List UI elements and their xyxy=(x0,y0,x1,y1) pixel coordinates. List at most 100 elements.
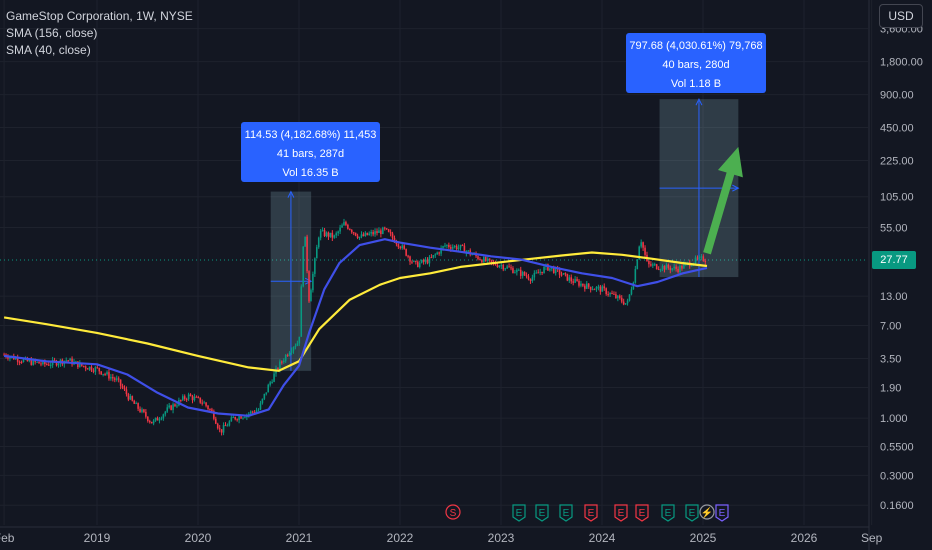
candle-body xyxy=(516,269,518,273)
indicator-sma156[interactable]: SMA (156, close) xyxy=(6,26,98,40)
candle-body xyxy=(481,259,483,263)
candle-body xyxy=(426,259,429,264)
candles xyxy=(3,218,707,436)
candle-body xyxy=(42,360,44,365)
candle-body xyxy=(648,261,650,265)
candle-body xyxy=(46,364,48,366)
candle-body xyxy=(383,227,386,229)
candle-body xyxy=(185,398,188,400)
candle-body xyxy=(451,246,454,249)
dividend-marker[interactable]: ⚡ xyxy=(699,504,715,520)
candle-body xyxy=(558,269,561,275)
candle-body xyxy=(539,271,541,273)
svg-text:E: E xyxy=(618,508,625,519)
candle-body xyxy=(597,286,600,288)
candle-body xyxy=(368,233,371,236)
candle-body xyxy=(591,289,594,291)
candle-body xyxy=(213,411,215,419)
candle-body xyxy=(517,269,520,271)
candle-body xyxy=(453,245,456,247)
candle-body xyxy=(358,236,361,238)
candle-body xyxy=(296,343,299,346)
candle-body xyxy=(416,261,419,268)
candle-body xyxy=(232,416,235,418)
candle-body xyxy=(399,246,402,249)
candle-body xyxy=(119,379,122,386)
split-marker[interactable]: S xyxy=(445,504,461,520)
indicator-sma40[interactable]: SMA (40, close) xyxy=(6,43,91,57)
earnings-marker[interactable]: E xyxy=(584,504,598,522)
svg-text:E: E xyxy=(516,508,523,519)
candle-body xyxy=(595,286,598,290)
candle-body xyxy=(90,366,93,371)
candle-body xyxy=(312,273,314,291)
candle-body xyxy=(420,259,423,263)
candle-body xyxy=(580,283,582,286)
candle-body xyxy=(22,359,25,362)
candle-body xyxy=(667,264,670,268)
candle-body xyxy=(382,227,384,235)
candle-body xyxy=(401,245,404,249)
candle-body xyxy=(669,267,672,271)
candle-body xyxy=(455,245,458,250)
candle-body xyxy=(88,366,91,370)
candle-body xyxy=(236,419,238,421)
candle-body xyxy=(593,289,596,291)
candle-body xyxy=(92,370,95,372)
candle-body xyxy=(626,300,629,304)
candle-body xyxy=(428,257,431,264)
candle-body xyxy=(393,237,396,243)
earnings-marker[interactable]: E xyxy=(715,504,729,522)
candle-body xyxy=(572,281,574,283)
symbol-title[interactable]: GameStop Corporation, 1W, NYSE xyxy=(6,9,193,23)
candle-body xyxy=(267,384,270,393)
candle-body xyxy=(385,228,388,230)
candle-body xyxy=(483,256,485,263)
candle-body xyxy=(537,272,540,274)
candle-body xyxy=(263,393,266,399)
candle-body xyxy=(255,410,258,413)
earnings-marker[interactable]: E xyxy=(661,504,675,522)
candle-body xyxy=(183,396,186,399)
candle-body xyxy=(248,413,250,415)
candle-body xyxy=(671,268,674,271)
candle-body xyxy=(391,233,394,238)
earnings-marker[interactable]: E xyxy=(635,504,649,522)
currency-button[interactable]: USD xyxy=(879,4,923,28)
candle-body xyxy=(121,385,124,388)
candle-body xyxy=(498,265,501,268)
candle-body xyxy=(238,416,240,420)
candle-body xyxy=(195,396,198,398)
candle-body xyxy=(96,367,99,369)
event-markers[interactable]: S E E E E E E E E ⚡ E xyxy=(445,504,729,522)
earnings-marker[interactable]: E xyxy=(685,504,699,522)
candle-body xyxy=(551,267,553,269)
earnings-marker[interactable]: E xyxy=(614,504,628,522)
candle-body xyxy=(450,247,452,249)
candle-body xyxy=(484,256,487,261)
candle-body xyxy=(94,367,97,372)
candle-body xyxy=(30,359,33,365)
candle-body xyxy=(500,265,503,267)
candle-body xyxy=(16,357,19,362)
earnings-marker[interactable]: E xyxy=(535,504,549,522)
candle-body xyxy=(242,417,244,419)
candle-body xyxy=(288,352,291,356)
candle-body xyxy=(422,259,425,262)
measurement-box-2025[interactable]: 797.68 (4,030.61%) 79,768 40 bars, 280d … xyxy=(626,33,766,93)
candle-body xyxy=(117,378,120,380)
candle-body xyxy=(49,364,52,366)
candle-body xyxy=(630,289,633,295)
measurement-bars: 41 bars, 287d xyxy=(276,148,345,160)
candle-body xyxy=(653,264,656,266)
candle-body xyxy=(624,303,627,305)
sma-40-line xyxy=(3,238,708,417)
candle-body xyxy=(661,265,664,270)
measurement-box-2021[interactable]: 114.53 (4,182.68%) 11,453 41 bars, 287d … xyxy=(241,122,380,182)
x-tick-label: 2020 xyxy=(185,531,212,545)
earnings-marker[interactable]: E xyxy=(559,504,573,522)
y-tick-label: 225.00 xyxy=(880,156,914,168)
candle-body xyxy=(139,408,141,412)
earnings-marker[interactable]: E xyxy=(512,504,526,522)
